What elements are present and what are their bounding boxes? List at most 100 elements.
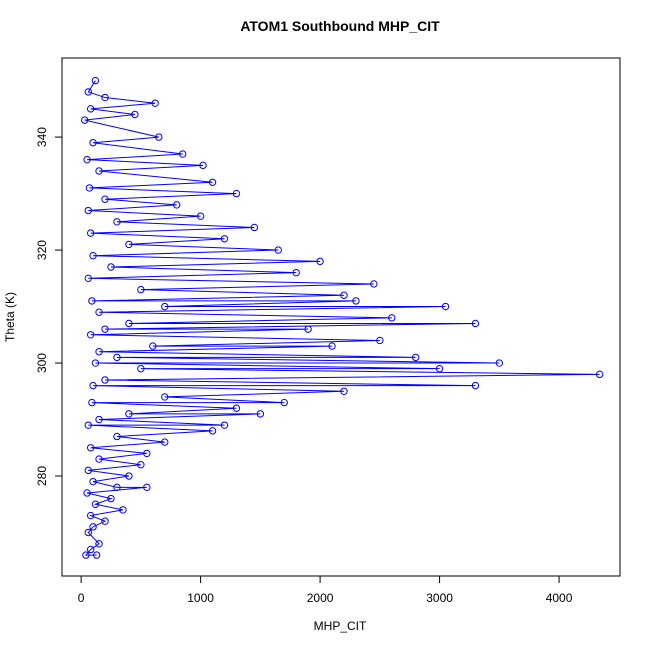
point [92,551,101,559]
point [256,410,265,418]
point [107,494,115,503]
point [113,353,121,362]
point [89,139,97,147]
point [88,398,96,407]
point [101,93,109,102]
plot-frame [61,57,621,577]
point [388,314,396,322]
point [143,483,151,492]
point [86,105,95,113]
point [84,206,92,215]
point [89,523,97,531]
point [292,268,300,277]
point [280,398,288,407]
point [95,348,103,356]
point [161,302,169,311]
point [101,195,109,203]
point [131,110,139,119]
point [495,359,504,367]
point [86,444,95,452]
point [173,201,181,209]
point [143,449,151,458]
y-tick-label: 320 [35,240,49,260]
x-tick-label: 4000 [546,591,573,605]
point [232,404,241,412]
point [91,500,100,508]
x-tick-label: 2000 [307,591,334,605]
point [376,336,384,345]
point [435,364,444,373]
point [95,540,103,548]
point [137,461,145,469]
point [91,359,100,367]
point [370,280,378,288]
point [125,410,133,418]
point [83,155,91,164]
point [95,455,103,463]
point [95,167,103,175]
point [113,483,121,492]
point [85,184,94,192]
point [220,235,229,243]
point [81,116,89,124]
point [274,246,282,254]
point [196,212,205,220]
x-axis-label: MHP_CIT [314,619,367,633]
point [208,178,217,186]
point [91,76,100,85]
point [178,150,187,158]
point [83,489,91,497]
point [595,370,604,379]
point [250,223,259,232]
series-line [84,80,600,556]
y-tick-label: 340 [35,127,49,147]
x-tick-label: 0 [78,591,85,605]
point [89,381,97,390]
point [220,421,229,429]
x-tick-label: 3000 [426,591,453,605]
point [304,325,312,333]
point [113,432,121,441]
point [151,99,159,107]
point [89,252,97,260]
point [119,506,127,514]
point [95,415,103,424]
point [101,517,109,525]
point [107,263,115,271]
point [161,438,169,446]
point [149,342,157,350]
y-axis-label: Theta (K) [3,292,17,342]
y-tick-label: 280 [35,466,49,486]
point [199,161,207,170]
point [125,319,133,328]
point [86,545,95,554]
point [89,477,97,486]
point [340,291,348,299]
point [101,376,109,384]
point [441,302,450,311]
point [340,387,348,395]
point [84,528,92,537]
point [84,466,92,475]
point [86,511,95,520]
point [84,421,92,429]
point [125,472,133,480]
point [95,308,103,316]
point [411,353,420,362]
point [352,297,360,305]
point [101,325,109,333]
y-tick-label: 300 [35,353,49,373]
chart-title: ATOM1 Southbound MHP_CIT [240,18,440,34]
point [471,381,480,390]
point [86,229,95,237]
point [82,551,90,559]
point [471,319,480,328]
point [316,257,324,266]
point [161,393,169,401]
point [125,240,133,249]
point [155,133,163,141]
point [232,189,241,198]
